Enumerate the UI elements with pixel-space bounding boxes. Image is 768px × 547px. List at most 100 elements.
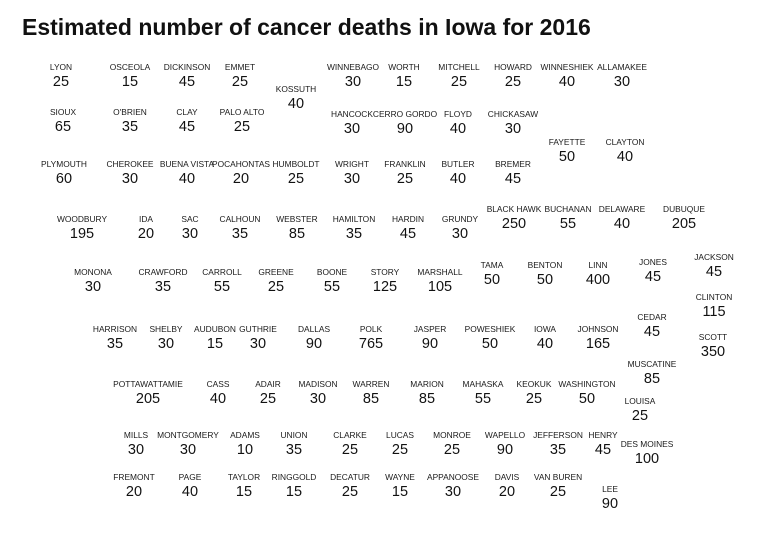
county-name-worth: WORTH: [388, 62, 419, 72]
county-clayton: [595, 115, 663, 190]
county-name-adams: ADAMS: [230, 430, 260, 440]
county-name-butler: BUTLER: [441, 159, 474, 169]
county-name-des-moines: DES MOINES: [621, 439, 674, 449]
county-benton: [518, 240, 573, 305]
county-cerro-gordo: [382, 93, 432, 150]
county-fremont: [105, 455, 160, 505]
county-value-louisa: 25: [632, 408, 648, 424]
county-appanoose: [425, 455, 480, 505]
county-name-emmet: EMMET: [225, 62, 255, 72]
county-value-palo-alto: 25: [234, 119, 250, 135]
county-name-guthrie: GUTHRIE: [239, 324, 277, 334]
county-value-cedar: 45: [644, 324, 660, 340]
county-value-dallas: 90: [306, 336, 322, 352]
county-name-woodbury: WOODBURY: [57, 214, 108, 224]
county-name-greene: GREENE: [258, 267, 294, 277]
county-name-black-hawk: BLACK HAWK: [487, 204, 542, 214]
county-name-johnson: JOHNSON: [578, 324, 619, 334]
county-name-henry: HENRY: [588, 430, 618, 440]
county-name-clinton: CLINTON: [696, 292, 733, 302]
county-value-pocahontas: 20: [233, 171, 249, 187]
county-name-howard: HOWARD: [494, 62, 532, 72]
county-name-warren: WARREN: [353, 379, 390, 389]
county-montgomery: [160, 410, 218, 455]
county-name-mahaska: MAHASKA: [463, 379, 504, 389]
county-marion: [398, 360, 455, 410]
county-name-polk: POLK: [360, 324, 383, 334]
county-name-audubon: AUDUBON: [194, 324, 236, 334]
county-value-decatur: 25: [342, 484, 358, 500]
county-tama: [465, 240, 518, 305]
county-name-van-buren: VAN BUREN: [534, 472, 582, 482]
county-name-taylor: TAYLOR: [228, 472, 260, 482]
county-shelby: [140, 305, 193, 360]
county-value-sioux: 65: [55, 119, 71, 135]
county-value-floyd: 40: [450, 121, 466, 137]
county-name-kossuth: KOSSUTH: [276, 84, 317, 94]
county-value-cass: 40: [210, 391, 226, 407]
county-value-fremont: 20: [126, 484, 142, 500]
county-davis: [480, 455, 530, 505]
county-value-van-buren: 25: [550, 484, 566, 500]
county-name-appanoose: APPANOOSE: [427, 472, 479, 482]
county-name-muscatine: MUSCATINE: [628, 359, 677, 369]
county-value-bremer: 45: [505, 171, 521, 187]
county-name-buena-vista: BUENA VISTA: [160, 159, 215, 169]
county-value-appanoose: 30: [445, 484, 461, 500]
county-name-jones: JONES: [639, 257, 667, 267]
county-value-o-brien: 35: [122, 119, 138, 135]
county-shapes: [23, 51, 755, 540]
county-name-davis: DAVIS: [495, 472, 520, 482]
county-name-floyd: FLOYD: [444, 109, 472, 119]
county-value-webster: 85: [289, 226, 305, 242]
county-value-wayne: 15: [392, 484, 408, 500]
county-value-adair: 25: [260, 391, 276, 407]
county-name-cedar: CEDAR: [637, 312, 666, 322]
county-name-cass: CASS: [207, 379, 230, 389]
county-value-sac: 30: [182, 226, 198, 242]
county-value-worth: 15: [396, 74, 412, 90]
county-value-carroll: 55: [214, 279, 230, 295]
county-name-marion: MARION: [410, 379, 444, 389]
county-value-cerro-gordo: 90: [397, 121, 413, 137]
county-value-dickinson: 45: [179, 74, 195, 90]
county-name-clay: CLAY: [176, 107, 198, 117]
county-name-keokuk: KEOKUK: [517, 379, 552, 389]
county-name-dubuque: DUBUQUE: [663, 204, 705, 214]
county-name-hamilton: HAMILTON: [333, 214, 376, 224]
county-guthrie: [230, 305, 285, 360]
county-hamilton: [325, 200, 382, 245]
county-jasper: [400, 305, 462, 360]
county-name-adair: ADAIR: [255, 379, 281, 389]
county-value-johnson: 165: [586, 336, 610, 352]
county-value-poweshiek: 50: [482, 336, 498, 352]
county-woodbury: [40, 200, 122, 245]
county-name-lyon: LYON: [50, 62, 72, 72]
county-emmet: [214, 52, 270, 90]
county-value-tama: 50: [484, 272, 500, 288]
county-name-iowa: IOWA: [534, 324, 556, 334]
county-page: [160, 455, 218, 505]
county-value-mills: 30: [128, 442, 144, 458]
county-hancock: [325, 93, 382, 150]
county-name-palo-alto: PALO ALTO: [220, 107, 265, 117]
county-name-jackson: JACKSON: [694, 252, 734, 262]
county-name-winnebago: WINNEBAGO: [327, 62, 380, 72]
county-value-marion: 85: [419, 391, 435, 407]
county-value-des-moines: 100: [635, 451, 659, 467]
county-adams: [218, 410, 270, 455]
county-decatur: [320, 455, 375, 505]
county-name-franklin: FRANKLIN: [384, 159, 425, 169]
county-van-buren: [530, 455, 588, 505]
county-name-benton: BENTON: [528, 260, 563, 270]
county-cedar: [625, 295, 680, 350]
county-value-henry: 45: [595, 442, 611, 458]
county-value-jefferson: 35: [550, 442, 566, 458]
county-black-hawk: [487, 190, 540, 245]
county-name-tama: TAMA: [481, 260, 504, 270]
county-lyon: [23, 51, 100, 90]
county-value-union: 35: [286, 442, 302, 458]
county-value-cherokee: 30: [122, 171, 138, 187]
county-ringgold: [270, 455, 320, 505]
county-grundy: [432, 200, 487, 245]
